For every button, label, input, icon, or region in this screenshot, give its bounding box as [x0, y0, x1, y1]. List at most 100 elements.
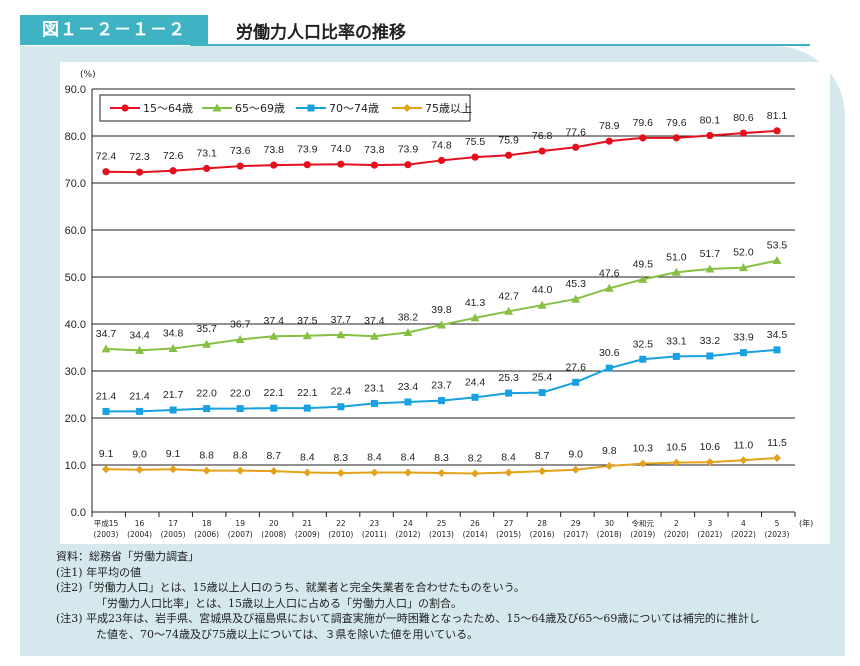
x-tick-year: (2017) — [563, 530, 588, 539]
data-label: 21.7 — [163, 389, 184, 401]
data-point — [336, 468, 345, 477]
x-tick-label: 3 — [708, 519, 713, 528]
data-label: 72.6 — [163, 150, 184, 162]
data-label: 33.1 — [666, 335, 687, 347]
x-tick-label: 平成15 — [94, 518, 119, 528]
data-point — [705, 458, 714, 467]
data-point — [236, 162, 244, 170]
data-label: 42.7 — [498, 290, 519, 302]
data-point — [572, 143, 580, 151]
x-tick-label: 16 — [135, 519, 145, 528]
data-point — [572, 378, 580, 386]
data-label: 8.3 — [434, 452, 449, 464]
data-label: 23.7 — [431, 380, 452, 392]
x-tick-year: (2014) — [463, 530, 488, 539]
x-tick-year: (2018) — [597, 530, 622, 539]
data-point — [203, 405, 211, 413]
data-label: 80.1 — [700, 115, 721, 127]
data-label: 8.3 — [334, 452, 349, 464]
data-label: 10.3 — [633, 443, 654, 455]
note-1: (注1) 年平均の値 — [56, 565, 142, 579]
data-point — [739, 349, 747, 357]
data-label: 44.0 — [532, 284, 553, 296]
x-tick-year: (2016) — [530, 530, 555, 539]
legend-label: 65～69歳 — [235, 102, 285, 115]
data-label: 8.4 — [367, 452, 382, 464]
data-point — [505, 389, 513, 397]
data-point — [639, 134, 647, 142]
note-3: (注3) 平成23年は、岩手県、宮城県及び福島県において調査実施が一時困難となっ… — [56, 612, 760, 625]
data-point — [336, 330, 346, 339]
data-point — [135, 345, 145, 354]
data-point — [437, 468, 446, 477]
data-point — [203, 164, 211, 173]
x-tick-year: (2022) — [731, 530, 756, 539]
data-label: 9.8 — [602, 445, 617, 457]
x-tick-year: (2015) — [496, 530, 521, 539]
x-tick-label: 18 — [202, 519, 212, 528]
data-point — [135, 168, 144, 176]
data-point — [404, 398, 412, 406]
data-label: 73.6 — [230, 145, 251, 157]
data-label: 25.3 — [498, 372, 519, 384]
data-point — [136, 407, 144, 415]
data-point — [370, 399, 378, 407]
data-label: 79.6 — [633, 117, 654, 129]
data-label: 8.4 — [501, 452, 516, 464]
x-tick-year: (2011) — [362, 530, 387, 539]
x-tick-label: 23 — [370, 519, 380, 528]
data-point — [471, 393, 479, 401]
x-tick-label: 25 — [437, 519, 447, 528]
data-label: 79.6 — [666, 117, 687, 129]
data-point — [303, 468, 312, 477]
x-tick-label: 19 — [235, 519, 245, 528]
data-point — [605, 364, 613, 372]
data-label: 75.9 — [498, 134, 519, 146]
data-label: 74.8 — [431, 139, 452, 151]
data-label: 39.8 — [431, 304, 452, 316]
data-point — [504, 468, 513, 477]
data-label: 52.0 — [733, 247, 754, 259]
data-point — [270, 161, 278, 169]
figure-title: 労働力人口比率の推移 — [236, 22, 406, 43]
data-label: 22.0 — [196, 388, 217, 400]
data-label: 37.5 — [297, 315, 318, 327]
data-point — [605, 461, 614, 470]
data-label: 76.8 — [532, 130, 553, 142]
x-axis-unit: (年) — [799, 518, 813, 528]
data-point — [672, 352, 680, 360]
data-point — [302, 331, 312, 340]
y-tick-label: 60.0 — [65, 225, 86, 237]
figure-number: 図１－２－１－２ — [20, 15, 208, 45]
data-label: 22.4 — [331, 386, 352, 398]
data-label: 32.5 — [633, 338, 654, 350]
x-tick-year: (2019) — [630, 530, 655, 539]
data-point — [303, 161, 311, 169]
note-2-cont: 「労働力人口比率」とは、15歳以上人口に占める「労働力人口」の割合。 — [96, 596, 462, 610]
data-point — [739, 129, 748, 137]
data-label: 72.3 — [129, 151, 150, 163]
x-tick-label: 29 — [571, 519, 581, 528]
data-label: 34.4 — [129, 329, 150, 341]
data-label: 30.6 — [599, 347, 620, 359]
data-point — [337, 160, 345, 168]
x-tick-label: 30 — [604, 519, 614, 528]
data-point — [470, 313, 480, 322]
data-label: 22.0 — [230, 388, 251, 400]
legend-label: 15～64歳 — [143, 102, 193, 115]
data-point — [202, 466, 211, 475]
data-point — [604, 283, 614, 292]
x-tick-label: 5 — [775, 519, 780, 528]
data-point — [538, 147, 546, 155]
x-tick-year: (2010) — [328, 530, 353, 539]
legend-label: 75歳以上 — [425, 102, 472, 115]
data-point — [102, 465, 110, 474]
data-point — [773, 453, 781, 462]
legend-marker — [307, 104, 315, 112]
data-label: 8.4 — [300, 452, 315, 464]
data-point — [403, 327, 413, 336]
x-tick-year: (2008) — [261, 530, 286, 539]
data-label: 78.9 — [599, 120, 620, 132]
data-label: 8.7 — [266, 450, 281, 462]
data-label: 37.4 — [264, 315, 285, 327]
